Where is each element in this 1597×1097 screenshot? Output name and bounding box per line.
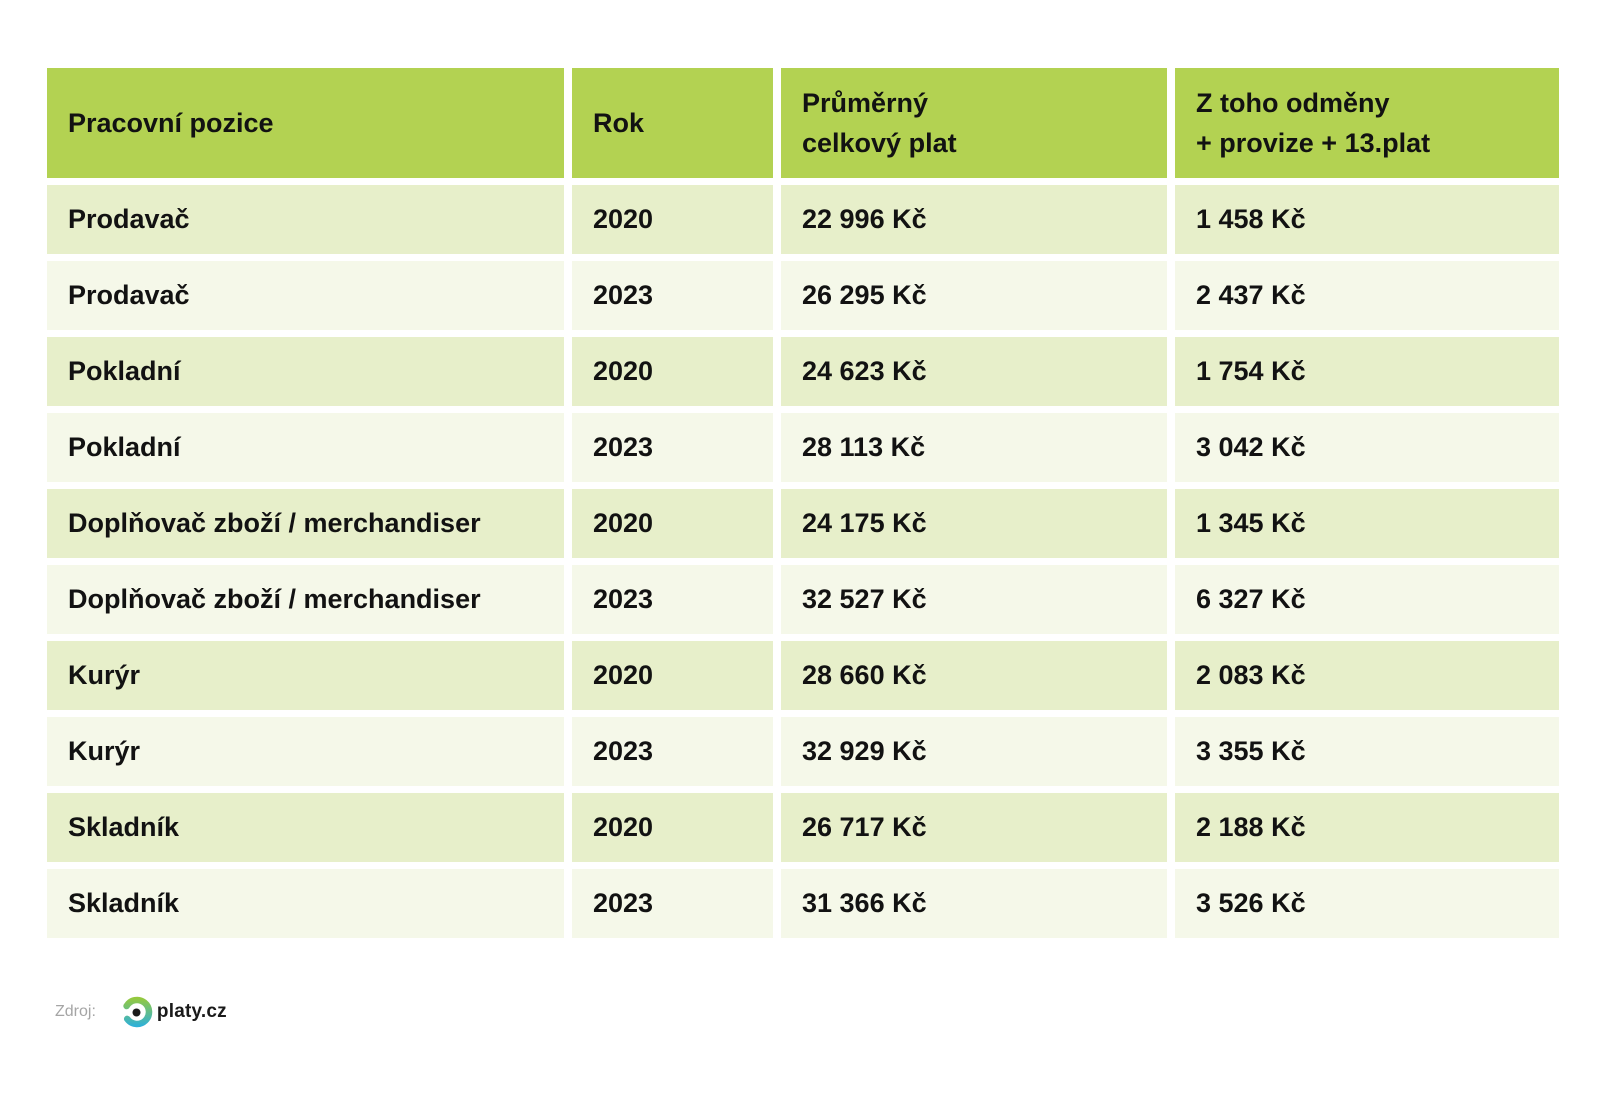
cell-average-salary: 32 527 Kč xyxy=(781,565,1167,634)
cell-bonus: 6 327 Kč xyxy=(1175,565,1559,634)
cell-bonus: 2 188 Kč xyxy=(1175,793,1559,862)
column-header-average-salary: Průměrný celkový plat xyxy=(781,68,1167,178)
cell-year: 2023 xyxy=(572,261,773,330)
cell-bonus: 3 355 Kč xyxy=(1175,717,1559,786)
cell-bonus: 2 083 Kč xyxy=(1175,641,1559,710)
cell-year: 2023 xyxy=(572,413,773,482)
cell-year: 2020 xyxy=(572,641,773,710)
cell-average-salary: 26 295 Kč xyxy=(781,261,1167,330)
cell-year: 2020 xyxy=(572,337,773,406)
cell-average-salary: 28 113 Kč xyxy=(781,413,1167,482)
cell-year: 2020 xyxy=(572,793,773,862)
cell-average-salary: 32 929 Kč xyxy=(781,717,1167,786)
cell-position: Skladník xyxy=(47,869,564,938)
cell-year: 2020 xyxy=(572,185,773,254)
platy-cz-logo-icon xyxy=(123,996,153,1028)
cell-position: Skladník xyxy=(47,793,564,862)
platy-cz-logo: platy.cz xyxy=(120,995,227,1029)
source-label: Zdroj: xyxy=(55,1003,96,1020)
salary-table: Pracovní pozice Rok Průměrný celkový pla… xyxy=(47,68,1559,938)
cell-year: 2020 xyxy=(572,489,773,558)
cell-bonus: 1 458 Kč xyxy=(1175,185,1559,254)
cell-bonus: 3 526 Kč xyxy=(1175,869,1559,938)
column-header-year: Rok xyxy=(572,68,773,178)
cell-average-salary: 24 175 Kč xyxy=(781,489,1167,558)
cell-bonus: 1 754 Kč xyxy=(1175,337,1559,406)
cell-bonus: 1 345 Kč xyxy=(1175,489,1559,558)
platy-cz-logo-text: platy.cz xyxy=(156,1001,227,1022)
column-header-bonus: Z toho odměny + provize + 13.plat xyxy=(1175,68,1559,178)
cell-position: Pokladní xyxy=(47,337,564,406)
cell-position: Pokladní xyxy=(47,413,564,482)
cell-year: 2023 xyxy=(572,869,773,938)
cell-position: Prodavač xyxy=(47,261,564,330)
column-header-position: Pracovní pozice xyxy=(47,68,564,178)
cell-position: Kurýr xyxy=(47,641,564,710)
cell-average-salary: 22 996 Kč xyxy=(781,185,1167,254)
cell-year: 2023 xyxy=(572,717,773,786)
source-footer: Zdroj: platy.cz xyxy=(55,993,227,1031)
cell-average-salary: 24 623 Kč xyxy=(781,337,1167,406)
cell-average-salary: 31 366 Kč xyxy=(781,869,1167,938)
cell-average-salary: 26 717 Kč xyxy=(781,793,1167,862)
cell-position: Kurýr xyxy=(47,717,564,786)
cell-bonus: 3 042 Kč xyxy=(1175,413,1559,482)
cell-average-salary: 28 660 Kč xyxy=(781,641,1167,710)
cell-year: 2023 xyxy=(572,565,773,634)
cell-position: Doplňovač zboží / merchandiser xyxy=(47,565,564,634)
cell-position: Doplňovač zboží / merchandiser xyxy=(47,489,564,558)
cell-bonus: 2 437 Kč xyxy=(1175,261,1559,330)
cell-position: Prodavač xyxy=(47,185,564,254)
